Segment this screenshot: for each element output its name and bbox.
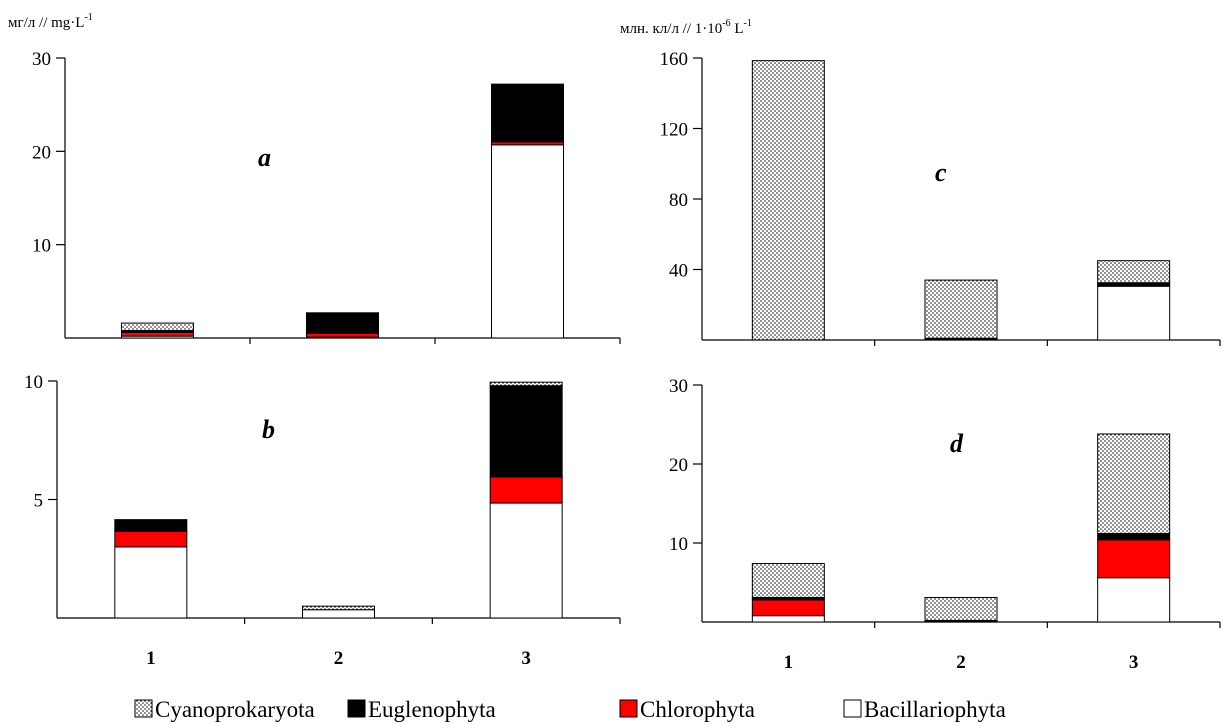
chart-panels: 10 20 30 a 5 10 1 2 3 b 40 80 120 160 c 10 20 30 1 2 3 d bbox=[24, 49, 1221, 673]
bar-segment-bacillariophyta-1 bbox=[751, 615, 825, 623]
bar-segment-cyanoprokaryota-2 bbox=[302, 605, 375, 611]
legend: Cyanoprokaryota Euglenophyta Chlorophyta Ba… bbox=[134, 697, 1006, 722]
bar-segment-chlorophyta-3 bbox=[489, 476, 563, 504]
y-tick-label: 10 bbox=[24, 372, 43, 393]
bar-segment-cyanoprokaryota-1 bbox=[121, 322, 194, 332]
bar-segment-euglenophyta-2 bbox=[306, 312, 379, 334]
legend-swatch bbox=[134, 699, 153, 718]
bar-segment-cyanoprokaryota-3 bbox=[489, 381, 563, 387]
bar-segment-chlorophyta-3 bbox=[1097, 539, 1171, 579]
bar-segment-bacillariophyta-3 bbox=[1097, 285, 1171, 341]
bar-segment-chlorophyta-2 bbox=[306, 332, 379, 338]
panel-letter: c bbox=[935, 158, 947, 187]
bar-segment-bacillariophyta-2 bbox=[302, 609, 375, 619]
bar-segment-chlorophyta-1 bbox=[121, 331, 194, 337]
x-category-label: 2 bbox=[334, 648, 344, 669]
bar-segment-bacillariophyta-3 bbox=[489, 502, 563, 619]
legend-label: Chlorophyta bbox=[640, 697, 755, 722]
bar-segment-chlorophyta-1 bbox=[751, 599, 825, 617]
x-category-label: 2 bbox=[956, 652, 966, 673]
bar-segment-cyanoprokaryota-3 bbox=[1097, 433, 1171, 535]
legend-swatch bbox=[347, 699, 366, 718]
bar-segment-cyanoprokaryota-2 bbox=[924, 279, 998, 339]
y-tick-label: 30 bbox=[32, 49, 51, 70]
bar-segment-cyanoprokaryota-1 bbox=[751, 563, 825, 599]
bar-segment-cyanoprokaryota-2 bbox=[924, 597, 998, 621]
legend-swatch bbox=[619, 699, 638, 718]
legend-item-euglenophyta: Euglenophyta bbox=[347, 697, 496, 722]
bar-segment-bacillariophyta-3 bbox=[491, 144, 564, 339]
legend-item-cyanoprokaryota: Cyanoprokaryota bbox=[134, 697, 315, 722]
panel-letter: d bbox=[950, 429, 964, 458]
legend-label: Cyanoprokaryota bbox=[155, 697, 315, 722]
legend-label: Euglenophyta bbox=[368, 697, 496, 722]
y-tick-label: 160 bbox=[660, 49, 689, 70]
legend-item-chlorophyta: Chlorophyta bbox=[619, 697, 755, 722]
bar-segment-euglenophyta-3 bbox=[1097, 533, 1171, 541]
x-category-label: 3 bbox=[1129, 652, 1139, 673]
y-tick-label: 80 bbox=[669, 190, 688, 211]
bar-segment-chlorophyta-1 bbox=[114, 530, 188, 548]
y-unit-right: млн. кл/л // 1·10-6 L-1 bbox=[620, 18, 752, 37]
bar-segment-euglenophyta-1 bbox=[114, 519, 188, 532]
bar-segment-euglenophyta-3 bbox=[489, 385, 563, 478]
x-category-label: 3 bbox=[521, 648, 531, 669]
legend-label: Bacillariophyta bbox=[864, 697, 1006, 722]
panel-letter: a bbox=[258, 143, 271, 172]
y-tick-label: 10 bbox=[32, 236, 51, 257]
x-category-label: 1 bbox=[146, 648, 156, 669]
bar-segment-bacillariophyta-3 bbox=[1097, 577, 1171, 623]
panel-letter: b bbox=[262, 415, 275, 444]
panel-a: 10 20 30 a bbox=[32, 49, 621, 344]
legend-swatch bbox=[843, 699, 862, 718]
y-tick-label: 10 bbox=[669, 534, 688, 555]
panel-d: 10 20 30 1 2 3 d bbox=[669, 376, 1221, 673]
y-tick-label: 5 bbox=[34, 491, 44, 512]
y-tick-label: 20 bbox=[669, 455, 688, 476]
x-category-label: 1 bbox=[784, 652, 794, 673]
panel-b: 5 10 1 2 3 b bbox=[24, 372, 621, 669]
panel-c: 40 80 120 160 c bbox=[660, 49, 1221, 346]
y-unit-left: мг/л // mg·L-1 bbox=[8, 12, 93, 31]
bar-segment-euglenophyta-3 bbox=[491, 83, 564, 143]
y-tick-label: 40 bbox=[669, 261, 688, 282]
bar-segment-cyanoprokaryota-1 bbox=[751, 60, 825, 341]
y-tick-label: 20 bbox=[32, 142, 51, 163]
bar-segment-cyanoprokaryota-3 bbox=[1097, 260, 1171, 284]
legend-item-bacillariophyta: Bacillariophyta bbox=[843, 697, 1006, 722]
bar-segment-bacillariophyta-1 bbox=[114, 546, 188, 619]
y-tick-label: 30 bbox=[669, 376, 688, 397]
y-tick-label: 120 bbox=[660, 120, 689, 141]
